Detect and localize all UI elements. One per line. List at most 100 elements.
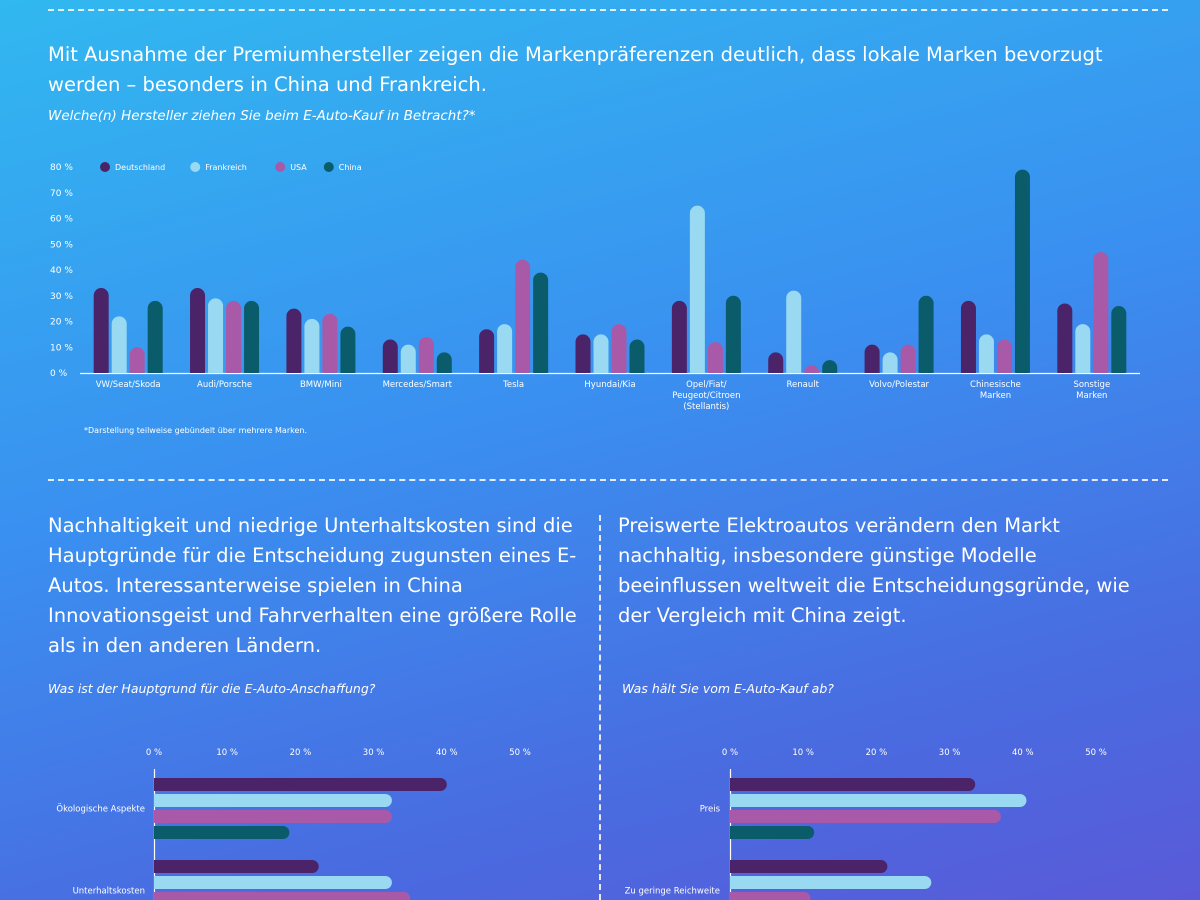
- bar-deutschland: [575, 334, 591, 373]
- y-tick-label: 50 %: [50, 240, 73, 250]
- y-tick-label: Preis: [700, 805, 721, 815]
- bar-usa: [804, 365, 820, 373]
- brand-bar-chart: 0 % 10 % 20 % 30 % 40 % 50 % 60 % 70 % 80 % VW/Se…: [50, 162, 1140, 412]
- bar-china: [533, 272, 549, 373]
- bar-usa: [129, 347, 145, 373]
- bar-usa: [154, 810, 392, 823]
- bar-china: [730, 826, 815, 839]
- bar-usa: [226, 300, 242, 373]
- y-tick-label: Zu geringe Reichweite: [625, 887, 720, 897]
- y-tick-label: 80 %: [50, 163, 73, 173]
- x-tick-label: 30 %: [939, 748, 961, 758]
- left-question: Was ist der Hauptgrund für die E-Auto-An…: [48, 681, 376, 696]
- bar-usa: [418, 336, 434, 373]
- bar-usa: [996, 339, 1012, 373]
- bar-deutschland: [730, 860, 888, 873]
- bar-frankreich: [730, 794, 1027, 807]
- bar-frankreich: [593, 334, 609, 373]
- bar-deutschland: [730, 778, 976, 791]
- x-tick-label: 20 %: [866, 748, 888, 758]
- bar-usa: [322, 313, 338, 373]
- bar-deutschland: [286, 308, 302, 373]
- x-tick-label: Volvo/Polestar: [869, 380, 929, 390]
- bar-china: [629, 339, 645, 373]
- x-tick-label: Sonstige Marken: [1073, 380, 1110, 401]
- bar-usa: [707, 342, 723, 373]
- bar-deutschland: [154, 860, 319, 873]
- x-tick-label: Tesla: [502, 380, 524, 390]
- bar-deutschland: [190, 288, 206, 373]
- y-tick-label: 60 %: [50, 215, 73, 225]
- x-tick-label: Opel/Fiat/Peugeot/Citroen (Stellantis): [672, 380, 740, 412]
- middle-separator: [48, 479, 1168, 481]
- y-tick-label: 40 %: [50, 266, 73, 276]
- bar-deutschland: [671, 300, 687, 373]
- bar-usa: [900, 344, 916, 373]
- bar-china: [244, 300, 260, 373]
- top-headline: Mit Ausnahme der Premiumhersteller zeige…: [48, 43, 1103, 96]
- barriers-bar-chart: 0 % 10 % 20 % 30 % 40 % 50 % Preis Zu geringe R…: [625, 748, 1107, 900]
- legend-label-frankreich: Frankreich: [205, 163, 247, 172]
- y-tick-label: 30 %: [50, 292, 73, 302]
- x-tick-label: 50 %: [509, 748, 531, 758]
- y-tick-label: 20 %: [50, 318, 73, 328]
- bar-usa: [730, 810, 1001, 823]
- bar-deutschland: [479, 329, 495, 373]
- x-tick-label: BMW/Mini: [300, 380, 342, 390]
- x-tick-label: VW/Seat/Skoda: [96, 380, 161, 390]
- bar-china: [918, 295, 934, 373]
- y-tick-label: Ökologische Aspekte: [56, 804, 145, 815]
- bar-deutschland: [864, 344, 880, 373]
- y-tick-label: Unterhaltskosten: [73, 887, 145, 897]
- bar-usa: [1093, 251, 1109, 373]
- x-tick-label: 50 %: [1085, 748, 1107, 758]
- bar-china: [436, 352, 452, 373]
- x-tick-label: Mercedes/Smart: [383, 380, 453, 390]
- x-tick-label: 0 %: [146, 748, 162, 758]
- y-tick-label: 10 %: [50, 343, 73, 353]
- legend-label-deutschland: Deutschland: [115, 163, 165, 172]
- bar-deutschland: [382, 339, 398, 373]
- bar-frankreich: [304, 318, 320, 373]
- bar-china: [1111, 306, 1127, 373]
- bar-usa: [154, 892, 411, 900]
- bar-usa: [730, 892, 811, 900]
- x-tick-label: 40 %: [436, 748, 458, 758]
- bar-frankreich: [208, 298, 224, 373]
- reasons-bar-chart: 0 % 10 % 20 % 30 % 40 % 50 % Ökologische Aspek…: [56, 748, 531, 900]
- x-tick-label: 20 %: [290, 748, 312, 758]
- bar-china: [725, 295, 741, 373]
- x-tick-label: Audi/Porsche: [197, 380, 252, 390]
- left-headline: Nachhaltigkeit und niedrige Unterhaltsko…: [48, 514, 577, 657]
- bar-china: [1014, 169, 1030, 373]
- bar-china: [340, 326, 356, 373]
- bar-deutschland: [93, 288, 109, 373]
- legend-swatch-frankreich: [190, 162, 201, 172]
- bar-deutschland: [154, 778, 447, 791]
- y-tick-label: 70 %: [50, 189, 73, 199]
- bar-deutschland: [1057, 303, 1073, 373]
- top-separator: [48, 9, 1168, 11]
- right-headline: Preiswerte Elektroautos verändern den Ma…: [618, 514, 1130, 627]
- bar-frankreich: [978, 334, 994, 373]
- bar-frankreich: [882, 352, 898, 373]
- x-tick-label: 10 %: [216, 748, 238, 758]
- bar-frankreich: [154, 876, 392, 889]
- x-tick-label: Renault: [787, 380, 820, 390]
- chart-footnote: *Darstellung teilweise gebündelt über me…: [84, 426, 308, 435]
- legend-swatch-china: [323, 162, 334, 172]
- top-question: Welche(n) Hersteller ziehen Sie beim E-A…: [48, 108, 476, 124]
- bar-frankreich: [730, 876, 932, 889]
- bar-frankreich: [786, 290, 802, 373]
- legend-label-china: China: [339, 163, 362, 172]
- x-tick-label: Chinesische Marken: [970, 380, 1021, 401]
- legend-label-usa: USA: [290, 163, 307, 172]
- bar-usa: [611, 324, 627, 373]
- x-tick-label: 0 %: [722, 748, 738, 758]
- bar-china: [154, 826, 290, 839]
- bar-deutschland: [768, 352, 784, 373]
- right-question: Was hält Sie vom E-Auto-Kauf ab?: [622, 681, 834, 696]
- bar-frankreich: [497, 324, 513, 373]
- bar-deutschland: [960, 300, 976, 373]
- bar-frankreich: [111, 316, 127, 373]
